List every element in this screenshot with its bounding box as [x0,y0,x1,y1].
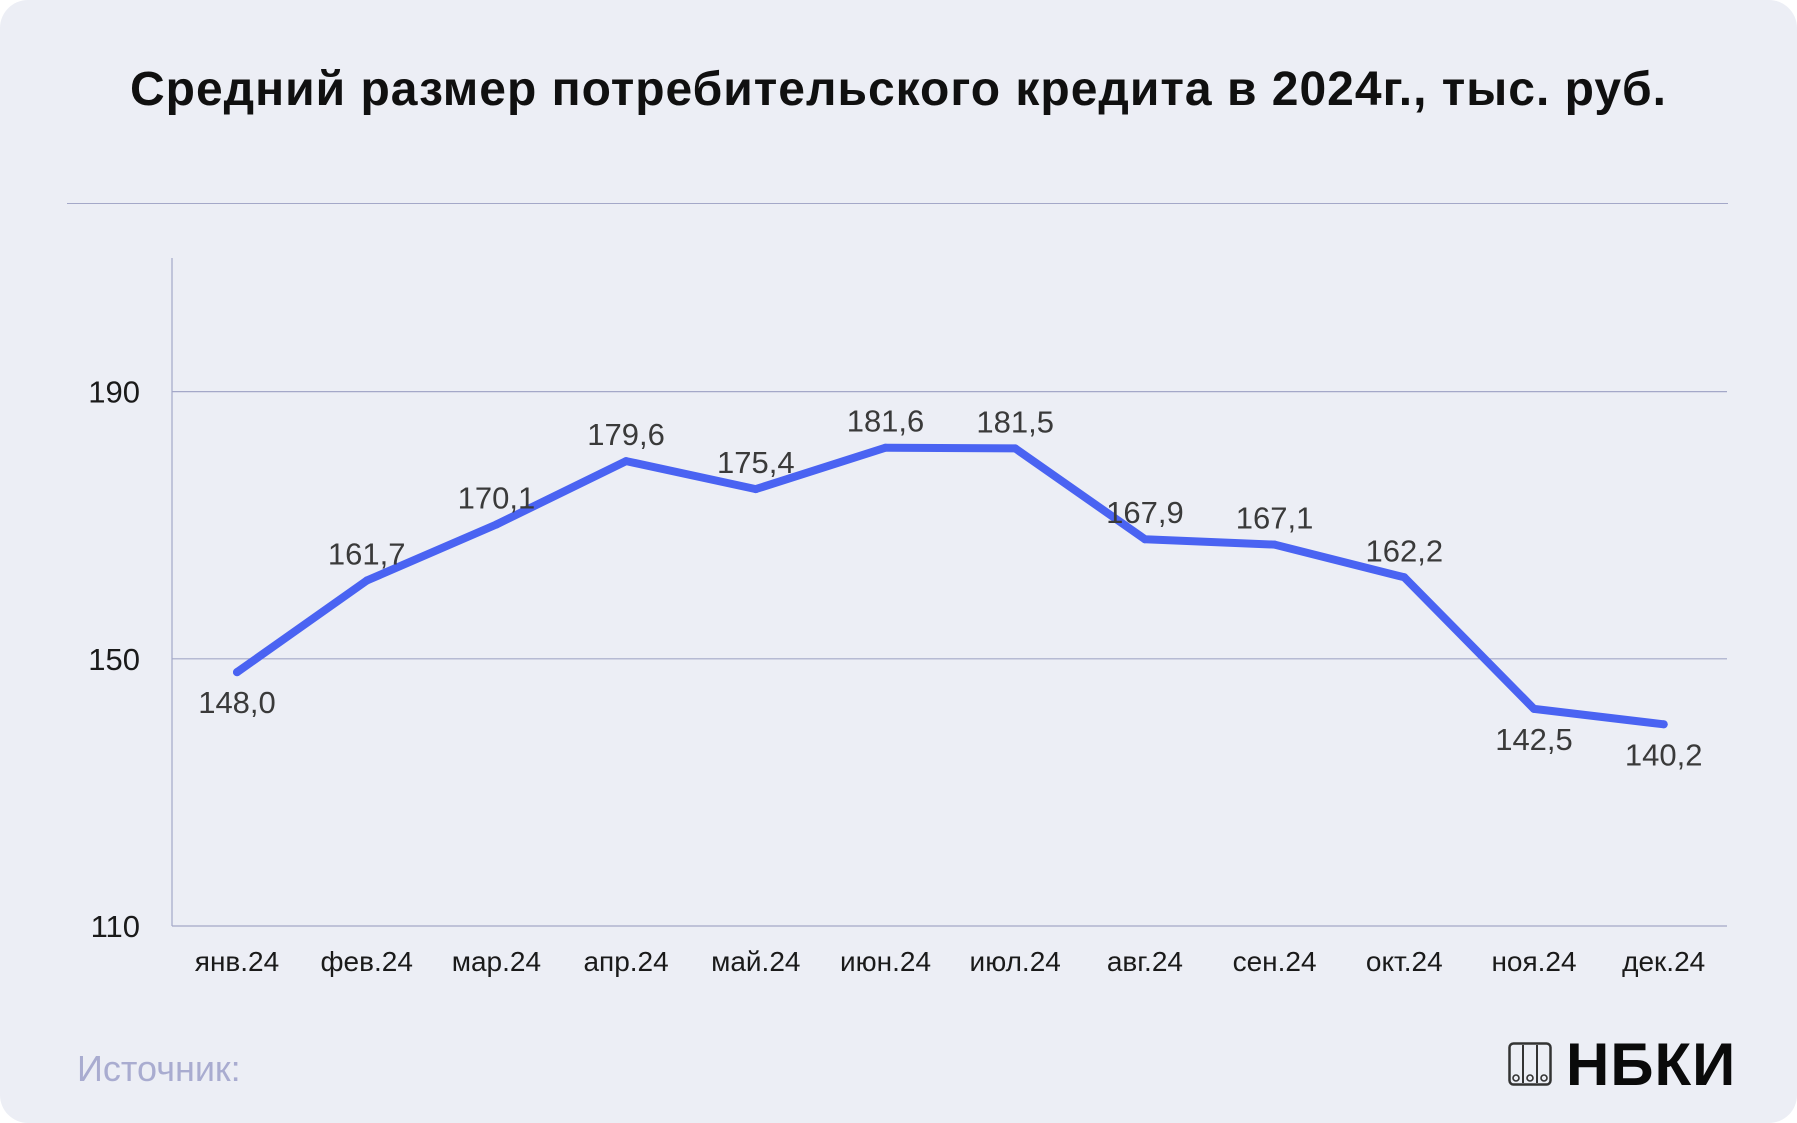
x-tick-label: сен.24 [1233,946,1317,977]
x-tick-label: фев.24 [320,946,412,977]
data-label: 167,1 [1236,501,1314,536]
data-point [1011,444,1020,453]
source-label: Источник: [77,1048,241,1089]
y-tick-label: 110 [91,909,140,944]
data-label: 179,6 [587,417,665,452]
chart-title: Средний размер потребительского кредита … [129,63,1667,116]
data-point [1140,535,1149,544]
data-point [233,668,241,677]
data-point [1530,704,1538,713]
data-label: 167,9 [1106,495,1184,530]
data-label: 148,0 [198,685,276,720]
data-point [881,443,890,452]
x-tick-label: ноя.24 [1491,946,1576,977]
x-tick-label: дек.24 [1622,946,1705,977]
data-label: 170,1 [458,481,536,516]
data-label: 181,5 [976,404,1054,439]
data-point [492,520,501,529]
data-label: 140,2 [1625,737,1703,772]
data-label: 142,5 [1495,722,1573,757]
x-tick-label: янв.24 [195,946,279,977]
data-point [1270,540,1279,549]
nbki-logo-icon [1508,1042,1552,1086]
x-tick-label: мар.24 [452,946,541,977]
data-label: 175,4 [717,445,795,480]
series-line [233,443,1668,729]
x-tick-label: май.24 [711,946,800,977]
title-divider [67,203,1728,204]
nbki-logo: НБКИ [1508,1030,1737,1098]
x-tick-label: окт.24 [1366,946,1443,977]
data-point [362,576,371,585]
x-tick-label: июл.24 [970,946,1061,977]
x-tick-label: апр.24 [583,946,668,977]
y-tick-label: 150 [88,642,140,677]
x-tick-label: июн.24 [840,946,931,977]
data-point [622,457,631,466]
y-tick-label: 190 [88,375,140,410]
data-point [1659,720,1668,729]
x-tick-label: авг.24 [1107,946,1183,977]
data-point [1400,573,1409,582]
data-label: 161,7 [328,537,406,572]
data-label: 181,6 [847,404,925,439]
data-label: 162,2 [1366,533,1444,568]
data-point [751,485,760,494]
logo-text: НБКИ [1566,1030,1737,1098]
